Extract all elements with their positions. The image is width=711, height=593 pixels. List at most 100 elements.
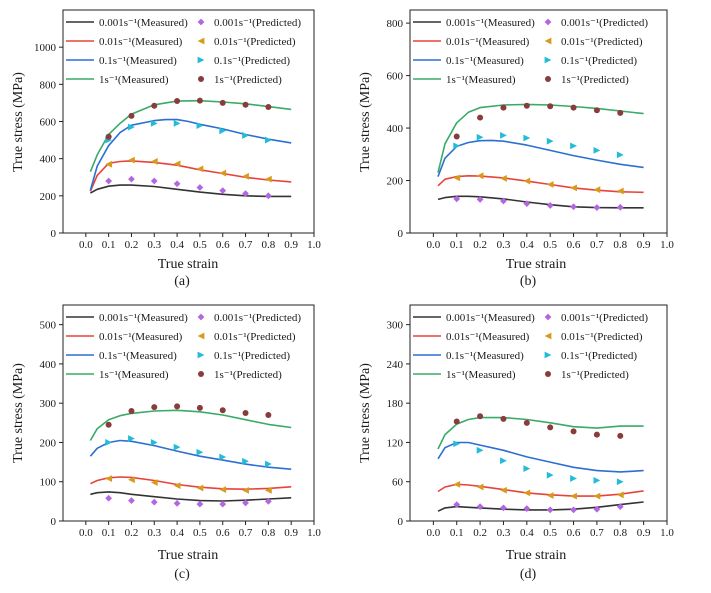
panel-c-legend-item: 0.01s⁻¹(Measured) (66, 331, 183, 343)
panel-b-series-0-1s-1-predicted-point (570, 142, 577, 150)
panel-a: 0.0 0.1 0.2 0.3 0.4 0.5 0.6 0.7 0.8 0.9 1.0 0 200 400… (11, 9, 321, 289)
panel-b-series-0-001s-1-predicted-point (523, 200, 531, 208)
panel-b-series-0-001s-1-measured-line (437, 195, 644, 209)
panel-d-x-tick-label: 0.8 (613, 527, 627, 539)
panel-a-x-tick-label: 0.5 (193, 239, 207, 251)
panel-c-y-tick-label: 200 (40, 437, 57, 449)
panel-b-legend-swatch (544, 56, 552, 64)
panel-c-legend-label: 1s⁻¹(Predicted) (214, 369, 282, 381)
panel-c-x-tick-label: 1.0 (307, 527, 321, 539)
panel-a-y-tick-label: 0 (51, 228, 57, 240)
panel-b-x-tick-label: 0.4 (520, 239, 534, 251)
panel-a-series-0-1s-1-predicted-point (196, 122, 204, 129)
panel-d-legend-item: 1s⁻¹(Predicted) (545, 369, 629, 381)
panel-d-series-0-01s-1-predicted-point (593, 492, 601, 500)
panel-c-legend-item: 0.001s⁻¹(Measured) (66, 312, 188, 324)
panel-a-series-1s-1-predicted-point (265, 104, 272, 111)
panel-a-series-1s-1-predicted-point (242, 101, 249, 108)
panel-d-series-1s-1-predicted-point (570, 428, 577, 435)
panel-d-x-tick-label: 0.6 (567, 527, 581, 539)
panel-a-legend-label: 1s⁻¹(Measured) (99, 74, 169, 86)
panel-c: 0.0 0.1 0.2 0.3 0.4 0.5 0.6 0.7 0.8 0.9 1.0 0 100 200… (11, 304, 321, 582)
panel-a-label: (a) (174, 274, 190, 289)
panel-b-legend-label: 0.1s⁻¹(Measured) (446, 55, 524, 67)
panel-c-x-tick-label: 0.4 (170, 527, 184, 539)
panel-b-x-tick-label: 0.8 (613, 239, 627, 251)
panel-a-series-0-001s-1-predicted-point (264, 192, 272, 200)
panel-d-series-1s-1-predicted-point (617, 432, 624, 439)
panel-d-legend-swatch (544, 313, 552, 321)
panel-c-y-tick-label: 400 (40, 359, 57, 371)
panel-c-x-tick-label: 0.0 (79, 527, 93, 539)
panel-b-y-tick-label: 200 (387, 176, 404, 188)
panel-a-y-tick-label: 600 (40, 117, 57, 129)
panel-b-legend-item: 0.01s⁻¹(Measured) (413, 36, 530, 48)
panel-c-series-0-01s-1-predicted-point (219, 486, 227, 493)
panel-d-legend-item: 0.001s⁻¹(Measured) (413, 312, 535, 324)
panel-a-series-0-001s-1-predicted-point (242, 190, 249, 198)
panel-a-series-0-1s-1-predicted-point (128, 123, 135, 131)
panel-b-series-0-001s-1-predicted-point (476, 196, 484, 203)
panel-d-series-0-1s-1-predicted-point (476, 446, 484, 454)
panel-d-legend-label: 0.01s⁻¹(Measured) (446, 331, 530, 343)
panel-d-legend-item: 0.01s⁻¹(Measured) (413, 331, 530, 343)
panel-c-series-0-001s-1-predicted-point (219, 500, 227, 508)
panel-d-y-tick-label: 240 (387, 359, 404, 371)
panel-b-legend-label: 0.01s⁻¹(Measured) (446, 36, 530, 48)
panel-a-legend-label: 1s⁻¹(Predicted) (214, 74, 282, 86)
panel-a-legend-label: 0.01s⁻¹(Predicted) (214, 36, 296, 48)
panel-a-series-0-001s-1-predicted-point (150, 177, 158, 185)
panel-d-series-0-01s-1-predicted-point (476, 483, 484, 491)
panel-d-x-tick-label: 0.4 (520, 527, 534, 539)
panel-c-series-0-1s-1-predicted-point (196, 448, 204, 456)
panel-d-series-0-1s-1-predicted-point (523, 465, 531, 473)
panel-c-legend-item: 1s⁻¹(Measured) (66, 369, 169, 381)
panel-a-series-0-01s-1-measured-line (89, 160, 292, 192)
panel-a-series-0-001s-1-predicted-point (196, 184, 204, 191)
panel-a-x-tick-label: 0.7 (239, 239, 253, 251)
panel-a-y-axis-label: True stress (MPa) (11, 72, 26, 172)
panel-c-series-1s-1-predicted-point (242, 410, 249, 416)
panel-b-y-tick-label: 800 (387, 18, 404, 30)
panel-a-legend-swatch (197, 37, 205, 45)
panel-c-series-0-001s-1-predicted-point (128, 497, 135, 504)
panel-a-legend-swatch (197, 56, 205, 64)
panel-a-series-0-001s-1-measured-line (90, 184, 292, 198)
panel-b-series-1s-1-predicted-point (453, 133, 460, 140)
panel-c-legend-swatch (198, 371, 204, 377)
panel-d-series-0-01s-1-predicted-point (570, 492, 577, 500)
panel-a-legend-item: 1s⁻¹(Predicted) (198, 74, 282, 86)
panel-b-series-1s-1-predicted-point (523, 102, 530, 109)
panel-a-legend-item: 0.01s⁻¹(Predicted) (197, 36, 296, 48)
panel-a-series-0-1s-1-predicted-point (264, 136, 272, 144)
panel-b-series-0-01s-1-predicted-point (453, 174, 461, 182)
panel-c-legend-swatch (197, 313, 205, 321)
panel-c-series-0-1s-1-predicted-point (105, 439, 113, 446)
panel-b-plot-frame (409, 9, 668, 234)
panel-a-x-tick-label: 0.4 (170, 239, 184, 251)
panel-b-series-1s-1-predicted-point (477, 114, 484, 121)
panel-c-x-tick-label: 0.2 (125, 527, 139, 539)
panel-a-series-0-01s-1-predicted-point (242, 172, 249, 180)
panel-c-legend-item: 1s⁻¹(Predicted) (198, 369, 282, 381)
panel-c-legend-item: 0.01s⁻¹(Predicted) (197, 331, 296, 343)
panel-b-x-tick-label: 0.7 (590, 239, 604, 251)
panel-d-series-1s-1-predicted-point (523, 419, 530, 426)
panel-b-series-0-001s-1-predicted-point (546, 202, 554, 209)
panel-a-series-0-01s-1-predicted-point (128, 156, 135, 164)
panel-a-legend-label: 0.001s⁻¹(Measured) (99, 17, 188, 29)
panel-a-y-tick-label: 200 (40, 191, 57, 203)
panel-b-series-0-01s-1-predicted-point (570, 184, 577, 192)
panel-d-series-0-001s-1-predicted-point (476, 503, 484, 510)
panel-a-x-axis-label: True strain (158, 257, 219, 272)
panel-d-y-axis-label: True stress (MPa) (358, 363, 373, 463)
panel-d-legend-item: 1s⁻¹(Measured) (413, 369, 516, 381)
panel-b-series-0-1s-1-predicted-point (476, 133, 484, 141)
panel-d-y-tick-label: 180 (387, 398, 404, 410)
panel-d-x-tick-label: 0.2 (473, 527, 487, 539)
panel-a-legend-item: 0.1s⁻¹(Predicted) (197, 55, 290, 67)
panel-b-series-1s-1-predicted-point (617, 109, 624, 116)
panel-b-label: (b) (520, 274, 537, 289)
panel-a-series-0-1s-1-predicted-point (173, 119, 181, 127)
panel-a-x-tick-label: 0.3 (147, 239, 161, 251)
